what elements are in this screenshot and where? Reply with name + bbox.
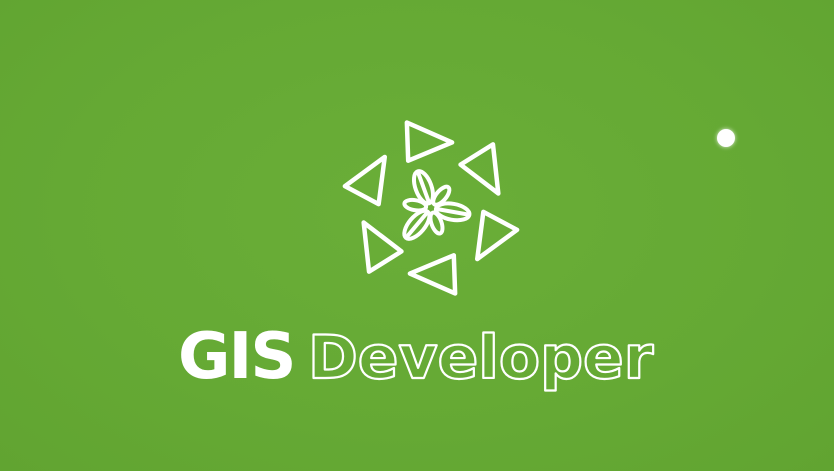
brand-wordmark: GIS Developer — [176, 316, 696, 416]
gis-developer-emblem-icon — [338, 112, 524, 304]
white-dot-icon — [717, 129, 735, 147]
brand-name-outline: Developer — [308, 323, 654, 393]
brand-name-bold: GIS — [178, 320, 294, 394]
